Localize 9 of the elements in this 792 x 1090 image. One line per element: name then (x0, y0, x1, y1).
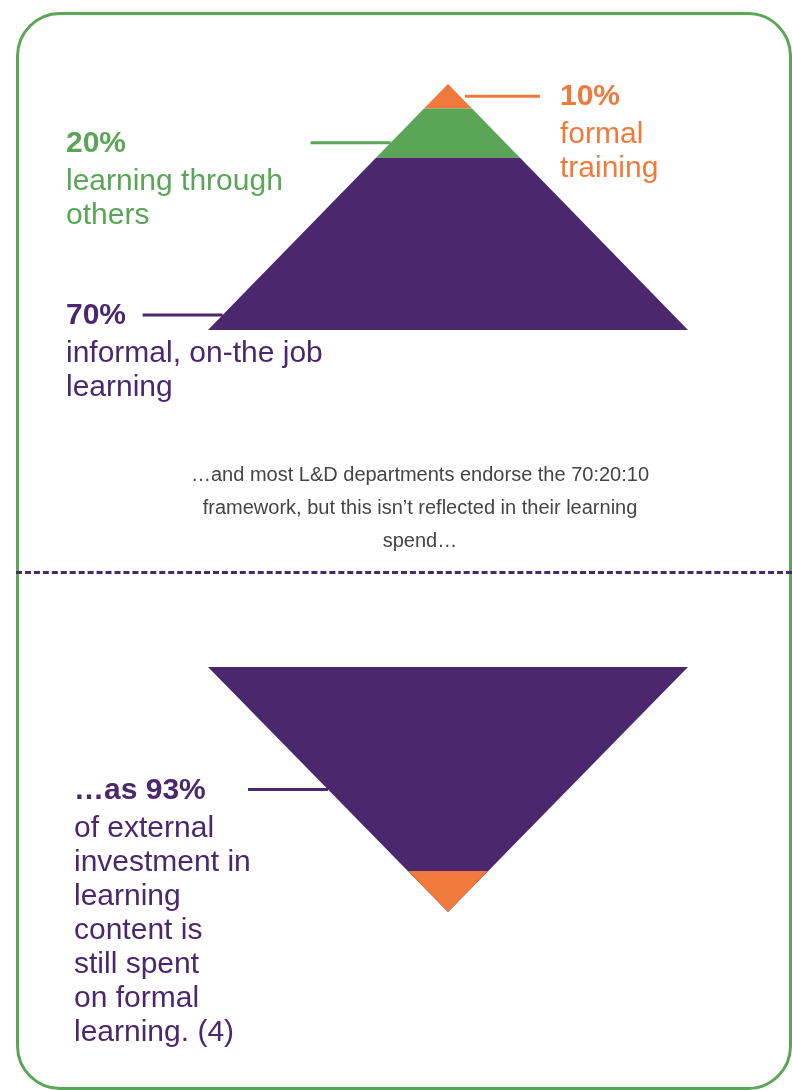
category-label: learning through others (66, 162, 283, 230)
data-label: 70% (66, 297, 127, 330)
text: …and most L&D departments endorse the 70:20:10 framework, but this isn’t reflected in their learning spend… (190, 463, 650, 551)
category-label: informal, on-the job learning (66, 335, 323, 402)
category-label: formal training (560, 116, 659, 184)
data-label: 20% (66, 124, 127, 158)
data-label: 10% (560, 78, 621, 112)
data-label: …as 93% (74, 771, 206, 805)
category-label: of external investment in learning content is still spent on formal learning. (4) (74, 809, 251, 1047)
